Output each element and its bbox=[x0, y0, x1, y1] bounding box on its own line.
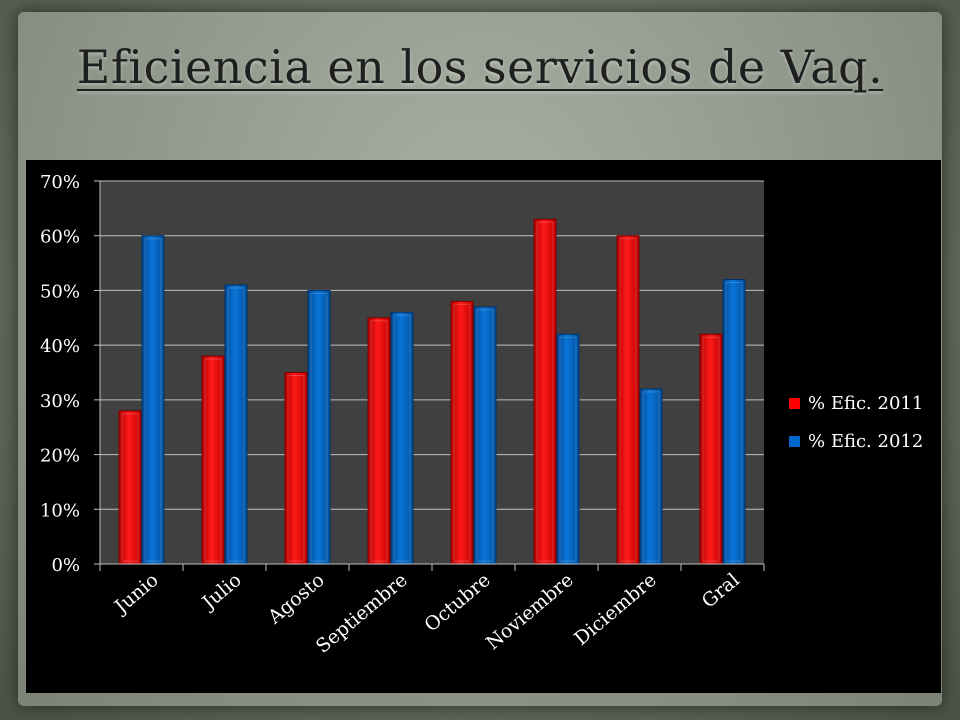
x-category-label: Junio bbox=[109, 569, 163, 619]
x-category-label: Agosto bbox=[263, 569, 329, 629]
y-tick-label: 10% bbox=[40, 500, 80, 521]
y-axis-ticks: 0% 10% 20% 30% 40% 50% 60% 70% bbox=[40, 172, 101, 576]
x-category-label: Octubre bbox=[420, 569, 494, 636]
plot-area bbox=[100, 181, 764, 564]
bar-bevel bbox=[702, 336, 720, 562]
bar-bevel bbox=[370, 320, 388, 562]
bar-bevel bbox=[453, 303, 471, 562]
legend-swatch-2011 bbox=[789, 398, 800, 409]
bar-bevel bbox=[227, 287, 245, 562]
chart-area: 0% 10% 20% 30% 40% 50% 60% 70% Junio Julio Agosto… bbox=[26, 160, 941, 693]
bar-bevel bbox=[642, 391, 660, 562]
x-category-label: Julio bbox=[197, 569, 246, 615]
y-tick-label: 20% bbox=[40, 446, 80, 467]
y-tick-label: 60% bbox=[40, 227, 80, 248]
legend-label: % Efic. 2012 bbox=[808, 431, 923, 452]
legend-label: % Efic. 2011 bbox=[808, 393, 923, 414]
x-category-label: Diciembre bbox=[570, 569, 661, 650]
bar-bevel bbox=[559, 336, 577, 562]
x-category-label: Noviembre bbox=[482, 569, 578, 654]
bars bbox=[118, 218, 746, 565]
legend: % Efic. 2011 % Efic. 2012 bbox=[789, 393, 923, 452]
bar-bevel bbox=[393, 314, 411, 562]
x-axis bbox=[99, 563, 765, 571]
x-category-label: Septiembre bbox=[312, 569, 412, 658]
y-tick-label: 0% bbox=[51, 555, 80, 576]
y-tick-label: 50% bbox=[40, 281, 80, 302]
bar-bevel bbox=[619, 238, 637, 562]
y-tick-label: 70% bbox=[40, 172, 80, 193]
y-tick-label: 40% bbox=[40, 336, 80, 357]
bar-bevel bbox=[287, 375, 305, 562]
bar-bevel bbox=[121, 413, 139, 562]
bar-bevel bbox=[476, 309, 494, 562]
bar-bevel bbox=[204, 358, 222, 562]
slide-title: Eficiencia en los servicios de Vaq. bbox=[76, 40, 884, 94]
bar-bevel bbox=[725, 281, 743, 562]
legend-swatch-2012 bbox=[789, 436, 800, 447]
x-category-label: Gral bbox=[698, 569, 744, 613]
y-tick-label: 30% bbox=[40, 391, 80, 412]
bar-bevel bbox=[144, 238, 162, 562]
bar-bevel bbox=[310, 292, 328, 562]
bar-bevel bbox=[536, 221, 554, 562]
bar-chart: 0% 10% 20% 30% 40% 50% 60% 70% Junio Julio Agosto… bbox=[40, 172, 923, 658]
